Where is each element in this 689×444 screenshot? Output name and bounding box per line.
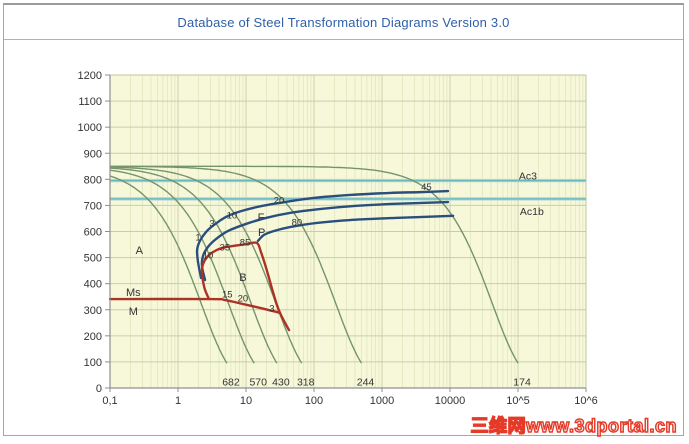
app-title: Database of Steel Transformation Diagram… xyxy=(177,14,510,30)
window-frame: Database of Steel Transformation Diagram… xyxy=(3,3,684,436)
watermark-text: 三维网www.3dportal.cn xyxy=(470,415,677,436)
title-bar: Database of Steel Transformation Diagram… xyxy=(4,5,683,40)
